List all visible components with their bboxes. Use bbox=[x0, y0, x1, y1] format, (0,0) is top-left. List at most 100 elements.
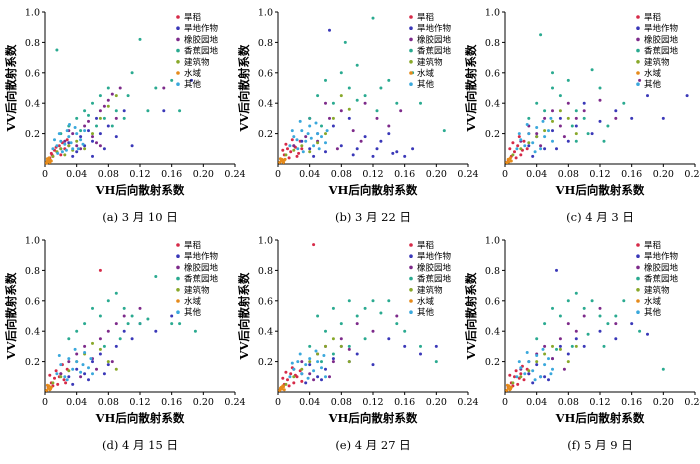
data-point bbox=[54, 369, 58, 373]
data-point bbox=[87, 378, 90, 382]
data-point bbox=[419, 101, 422, 105]
x-tick-label: 0.24 bbox=[684, 397, 700, 408]
data-point bbox=[67, 144, 71, 148]
data-point bbox=[541, 119, 545, 123]
data-point bbox=[527, 144, 531, 148]
panel-caption: (c) 4 月 3 日 bbox=[566, 210, 634, 224]
y-tick-label: 0.6 bbox=[485, 68, 500, 79]
data-point bbox=[343, 40, 347, 44]
data-point bbox=[308, 116, 312, 120]
data-point bbox=[154, 275, 158, 278]
data-point bbox=[395, 322, 399, 326]
panel-caption: (f) 5 月 9 日 bbox=[567, 438, 633, 452]
data-point bbox=[51, 147, 55, 151]
legend-label: 其他 bbox=[644, 79, 662, 90]
data-point bbox=[122, 314, 126, 318]
data-point bbox=[582, 314, 586, 318]
data-point bbox=[531, 381, 535, 385]
data-point bbox=[49, 159, 53, 163]
x-tick-label: 0.12 bbox=[589, 397, 610, 408]
legend-marker bbox=[636, 15, 640, 19]
data-point bbox=[87, 129, 90, 133]
data-point bbox=[162, 86, 166, 90]
data-point bbox=[606, 124, 610, 128]
data-point bbox=[411, 147, 415, 151]
x-tick-label: 0.16 bbox=[161, 397, 182, 408]
data-point bbox=[533, 378, 537, 382]
data-point bbox=[106, 104, 110, 108]
x-tick-label: 0.08 bbox=[98, 397, 119, 408]
data-point bbox=[53, 376, 56, 380]
data-point bbox=[535, 354, 539, 357]
data-point bbox=[290, 138, 294, 142]
data-point bbox=[91, 101, 94, 105]
x-tick-label: 0.16 bbox=[161, 169, 182, 180]
panel-caption: (b) 3 月 22 日 bbox=[335, 210, 411, 224]
legend-marker bbox=[409, 48, 413, 53]
legend-label: 橡胶园地 bbox=[184, 34, 219, 45]
data-point bbox=[523, 372, 527, 376]
x-tick-label: 0.16 bbox=[394, 169, 415, 180]
data-point bbox=[614, 322, 618, 326]
data-point bbox=[535, 135, 539, 139]
legend-marker bbox=[176, 276, 180, 281]
data-point bbox=[71, 147, 75, 151]
data-point bbox=[284, 142, 288, 146]
data-point bbox=[154, 86, 158, 90]
x-tick-label: 0 bbox=[502, 169, 508, 180]
data-point bbox=[102, 372, 106, 376]
data-point bbox=[178, 109, 182, 113]
data-point bbox=[89, 357, 93, 361]
x-tick-label: 0.16 bbox=[621, 169, 642, 180]
chart-panel-0: 0 0.04 0.08 0.12 0.16 0.20 0.24 0.2 0.4 0.6 0.8 1.0… bbox=[4, 8, 246, 225]
data-point bbox=[419, 344, 422, 348]
chart-panel-3: 0 0.04 0.08 0.12 0.16 0.20 0.24 0.2 0.4 0.6 0.8 1.0… bbox=[4, 236, 246, 453]
x-tick-label: 0.04 bbox=[526, 397, 547, 408]
x-tick-label: 0.20 bbox=[426, 397, 447, 408]
legend-marker bbox=[409, 265, 413, 270]
data-point bbox=[614, 337, 618, 341]
data-point bbox=[339, 109, 343, 113]
data-point bbox=[622, 101, 626, 105]
data-point bbox=[527, 369, 531, 373]
data-point bbox=[114, 322, 118, 326]
data-point bbox=[614, 314, 618, 318]
data-point bbox=[49, 387, 52, 391]
data-point bbox=[511, 381, 515, 385]
y-tick-label: 0.2 bbox=[25, 357, 40, 368]
data-point bbox=[298, 119, 302, 123]
data-point bbox=[509, 159, 513, 163]
x-tick-label: 0.16 bbox=[394, 397, 415, 408]
legend-label: 建筑物 bbox=[644, 57, 670, 68]
data-point bbox=[331, 124, 335, 128]
data-point bbox=[67, 337, 71, 341]
legend-marker bbox=[176, 265, 180, 270]
data-point bbox=[292, 367, 296, 371]
data-point bbox=[558, 124, 562, 128]
data-point bbox=[102, 104, 106, 108]
data-point bbox=[562, 135, 566, 139]
x-tick-label: 0.20 bbox=[653, 397, 674, 408]
legend-marker bbox=[636, 265, 640, 270]
x-tick-label: 0 bbox=[42, 397, 48, 408]
legend-label: 旱地作物 bbox=[417, 23, 452, 34]
data-point bbox=[638, 78, 642, 82]
data-point bbox=[355, 63, 359, 67]
data-point bbox=[558, 116, 562, 120]
data-point bbox=[289, 150, 293, 154]
data-point bbox=[582, 116, 586, 120]
data-point bbox=[114, 367, 118, 371]
data-point bbox=[83, 129, 87, 133]
data-point bbox=[543, 322, 547, 326]
y-tick-label: 0.2 bbox=[258, 357, 273, 368]
data-point bbox=[162, 109, 166, 113]
data-point bbox=[292, 144, 296, 148]
y-tick-label: 0.2 bbox=[485, 357, 500, 368]
data-point bbox=[527, 372, 531, 376]
data-point bbox=[316, 375, 320, 379]
legend-marker bbox=[636, 276, 640, 281]
data-point bbox=[551, 119, 554, 123]
data-point bbox=[508, 147, 512, 151]
data-point bbox=[95, 367, 98, 371]
data-point bbox=[574, 337, 578, 341]
